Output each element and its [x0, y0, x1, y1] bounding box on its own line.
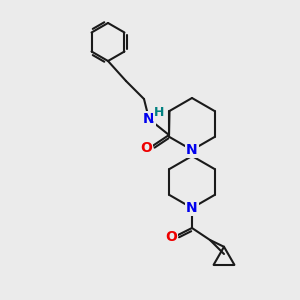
- Text: N: N: [186, 143, 198, 157]
- Text: O: O: [140, 141, 152, 155]
- Text: N: N: [186, 201, 198, 215]
- Text: H: H: [154, 106, 164, 119]
- Text: N: N: [143, 112, 155, 126]
- Text: O: O: [165, 230, 177, 244]
